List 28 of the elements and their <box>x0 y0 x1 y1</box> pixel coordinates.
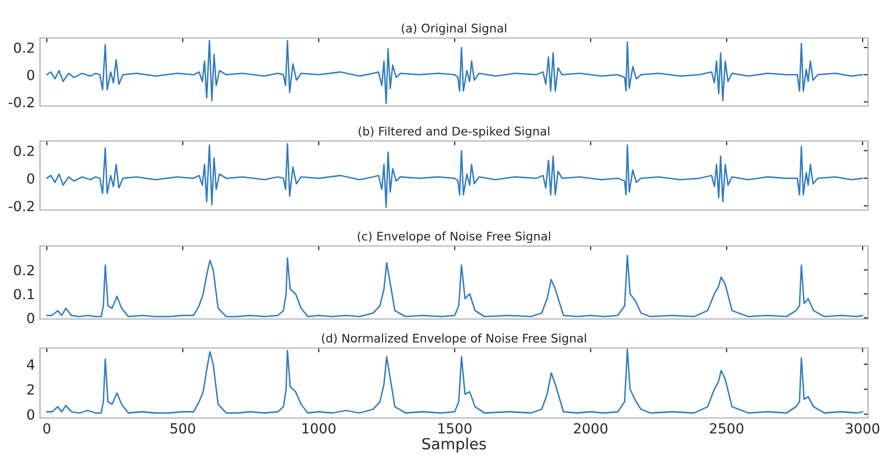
y-tick-label: 0.1 <box>14 288 34 300</box>
x-axis-title: Samples <box>422 438 486 452</box>
x-tick-label: 500 <box>170 423 196 434</box>
x-tick-label: 1500 <box>438 423 472 434</box>
y-tick-label: 0.2 <box>14 264 34 276</box>
y-tick-label: 0.2 <box>14 146 34 156</box>
chart-title: (c) Envelope of Noise Free Signal <box>358 231 550 243</box>
y-tick-label: 4 <box>26 359 34 370</box>
x-tick-label: 2000 <box>574 423 608 434</box>
line-series <box>46 143 864 208</box>
y-tick-label: 0 <box>27 70 34 80</box>
line-series <box>46 40 864 104</box>
x-tick-label: 3000 <box>846 423 880 434</box>
y-tick-label: 0 <box>27 173 34 184</box>
y-tick-label: 0 <box>27 409 34 420</box>
chart-title: (a) Original Signal <box>402 23 506 35</box>
y-tick-label: 2 <box>27 384 34 395</box>
y-tick-label: 0.2 <box>14 42 34 53</box>
line-series <box>46 254 864 318</box>
y-tick-label: -0.2 <box>8 96 34 108</box>
x-tick-label: 2500 <box>710 423 744 434</box>
x-tick-label: 1000 <box>302 423 336 434</box>
chart-title: (b) Filtered and De-spiked Signal <box>358 126 550 138</box>
x-tick-label: 0 <box>43 423 50 434</box>
line-series <box>46 348 864 414</box>
y-tick-label: 0 <box>27 312 34 324</box>
chart-title: (d) Normalized Envelope of Noise Free Signal <box>322 333 586 345</box>
y-tick-label: -0.2 <box>8 200 34 212</box>
